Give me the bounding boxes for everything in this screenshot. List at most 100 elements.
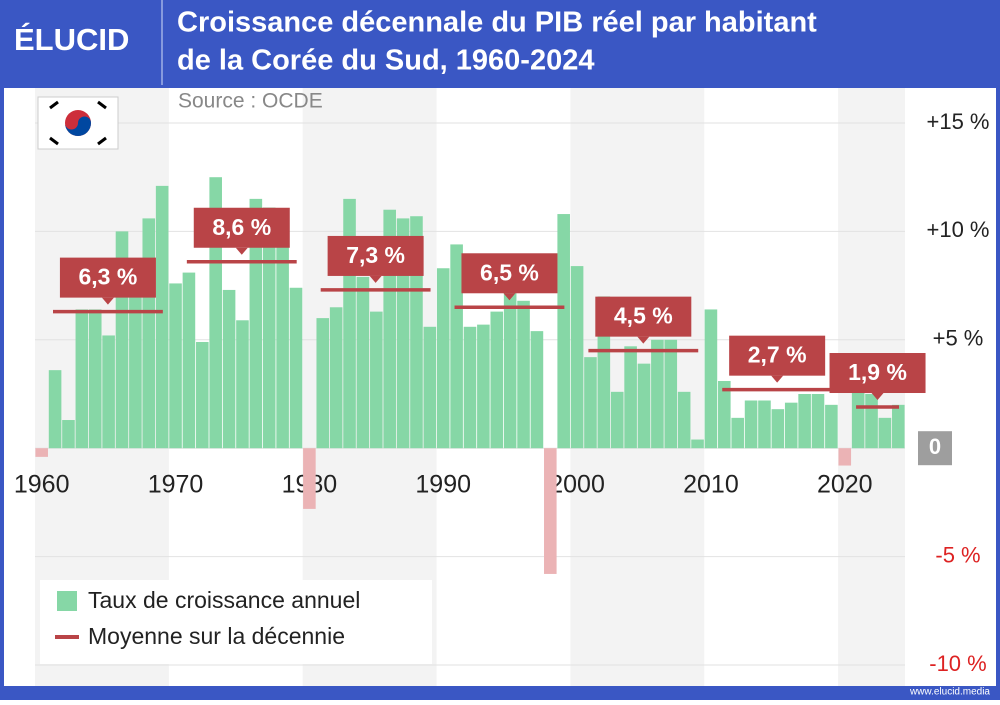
bar bbox=[517, 300, 530, 449]
value-label: 4,5 % bbox=[614, 303, 673, 329]
x-tick-label: 1990 bbox=[415, 471, 471, 499]
bar bbox=[436, 268, 450, 449]
value-label: 6,5 % bbox=[480, 259, 539, 285]
bar bbox=[276, 222, 289, 449]
bar bbox=[450, 244, 463, 449]
bar bbox=[530, 331, 544, 449]
bar bbox=[356, 276, 370, 449]
bar bbox=[62, 420, 75, 449]
bar bbox=[102, 335, 115, 449]
bar bbox=[155, 185, 169, 449]
bar bbox=[182, 272, 196, 449]
y-tick-label: +10 % bbox=[927, 217, 990, 242]
bar bbox=[35, 448, 48, 457]
bar bbox=[784, 402, 798, 449]
x-tick-label: 1960 bbox=[14, 471, 70, 499]
value-label-pointer bbox=[871, 393, 884, 401]
bar bbox=[744, 400, 758, 449]
bar bbox=[865, 394, 878, 449]
bar bbox=[637, 363, 651, 449]
bar bbox=[490, 311, 504, 449]
value-label: 6,3 % bbox=[79, 264, 138, 290]
bar bbox=[664, 339, 678, 449]
bar bbox=[811, 394, 825, 449]
bar bbox=[570, 266, 584, 449]
bar bbox=[878, 417, 892, 449]
legend-label: Moyenne sur la décennie bbox=[88, 623, 345, 649]
value-label-pointer bbox=[369, 275, 382, 283]
bar bbox=[88, 309, 102, 449]
bar bbox=[316, 318, 330, 449]
bar bbox=[303, 448, 316, 509]
bar bbox=[651, 339, 664, 449]
value-label: 2,7 % bbox=[748, 342, 807, 368]
bar bbox=[798, 394, 811, 449]
value-label-pointer bbox=[771, 375, 784, 383]
flag bbox=[37, 96, 119, 150]
bar bbox=[262, 207, 276, 449]
bar bbox=[892, 404, 905, 449]
bar bbox=[677, 391, 691, 449]
value-label-box bbox=[729, 335, 826, 376]
value-label-pointer bbox=[503, 293, 516, 301]
value-label-box bbox=[461, 253, 558, 294]
value-label-pointer bbox=[637, 336, 650, 344]
bar bbox=[758, 400, 771, 449]
value-label-pointer bbox=[101, 297, 114, 305]
bar bbox=[289, 287, 303, 449]
bar bbox=[423, 326, 437, 449]
legend bbox=[40, 580, 432, 664]
bar bbox=[771, 409, 785, 449]
legend-swatch bbox=[57, 591, 77, 611]
chart-title: Croissance décennale du PIB réel par hab… bbox=[177, 7, 817, 39]
bar bbox=[477, 324, 490, 449]
chart-title: de la Corée du Sud, 1960-2024 bbox=[177, 45, 594, 77]
value-label: 8,6 % bbox=[212, 214, 271, 240]
bar bbox=[557, 214, 570, 449]
zero-box bbox=[918, 431, 952, 466]
x-tick-label: 1970 bbox=[148, 471, 204, 499]
bar bbox=[838, 448, 852, 466]
value-label-pointer bbox=[235, 247, 248, 255]
bar bbox=[169, 283, 182, 449]
bar bbox=[718, 380, 731, 449]
source: Source : OCDE bbox=[178, 90, 323, 113]
brand: ÉLUCID bbox=[14, 22, 129, 57]
value-label-box bbox=[193, 207, 290, 248]
bar bbox=[704, 309, 718, 449]
value-label-box bbox=[327, 235, 424, 276]
bar bbox=[624, 346, 637, 449]
y-tick-label: -10 % bbox=[929, 651, 986, 676]
value-label-box bbox=[595, 296, 692, 337]
bar bbox=[142, 218, 156, 449]
bar bbox=[731, 417, 744, 449]
bar bbox=[610, 391, 624, 449]
bar bbox=[236, 320, 249, 449]
bar bbox=[463, 326, 477, 449]
y-tick-label: -5 % bbox=[935, 542, 980, 567]
bar bbox=[329, 307, 343, 449]
bar bbox=[544, 448, 557, 574]
x-tick-label: 2010 bbox=[683, 471, 739, 499]
y-tick-label: +5 % bbox=[933, 326, 984, 351]
bar bbox=[370, 311, 383, 449]
value-label: 1,9 % bbox=[848, 359, 907, 385]
x-tick-label: 2020 bbox=[817, 471, 873, 499]
y-tick-label: +15 % bbox=[927, 109, 990, 134]
value-label: 7,3 % bbox=[346, 242, 405, 268]
bar bbox=[196, 341, 209, 449]
x-tick-label: 2000 bbox=[549, 471, 605, 499]
bar bbox=[503, 289, 517, 449]
bar bbox=[222, 289, 236, 449]
y-tick-label: 0 bbox=[929, 434, 941, 459]
bar bbox=[75, 309, 89, 449]
value-label-box bbox=[59, 257, 156, 298]
bar bbox=[48, 370, 62, 449]
bar bbox=[584, 357, 597, 449]
value-label-box bbox=[829, 353, 926, 394]
bar bbox=[691, 439, 704, 449]
footer: www.elucid.media bbox=[909, 687, 990, 698]
legend-label: Taux de croissance annuel bbox=[88, 587, 360, 613]
